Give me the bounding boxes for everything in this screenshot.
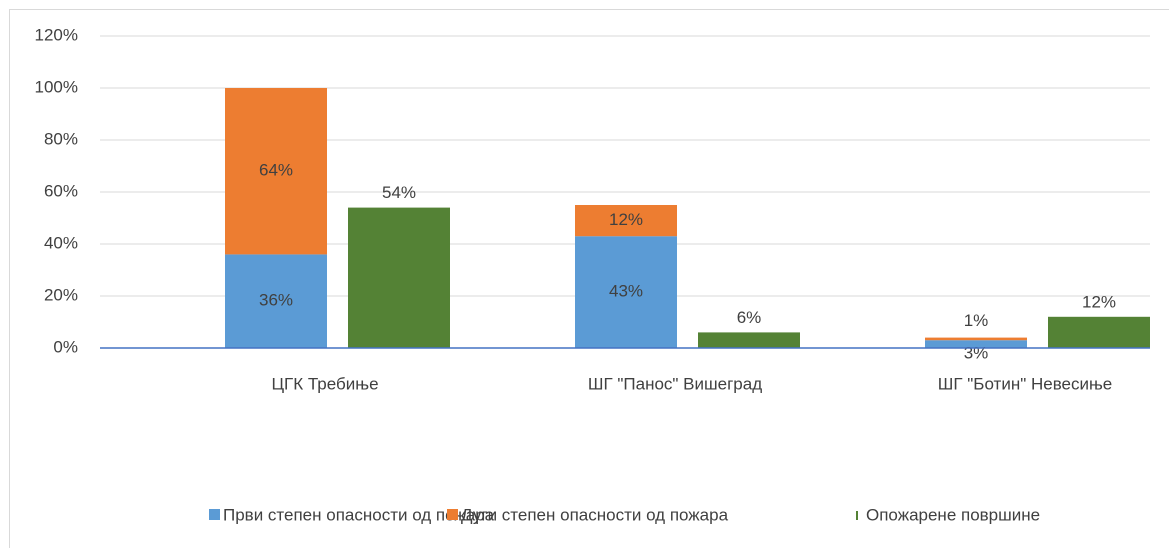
legend-swatch xyxy=(209,509,220,520)
data-label: 64% xyxy=(259,161,293,180)
data-label: 1% xyxy=(964,311,989,330)
legend-label: Дуги степен опасности од пожара xyxy=(461,505,729,524)
y-tick-label: 120% xyxy=(35,25,78,44)
bar xyxy=(575,236,677,348)
x-tick-label: ШГ "Ботин" Невесиње xyxy=(938,374,1113,393)
legend-swatch xyxy=(856,511,858,520)
bar xyxy=(925,337,1027,341)
data-label: 6% xyxy=(737,308,762,327)
data-label: 36% xyxy=(259,291,293,310)
bar xyxy=(575,205,677,237)
data-label: 12% xyxy=(1082,292,1116,311)
y-tick-label: 0% xyxy=(53,337,78,356)
data-label: 54% xyxy=(382,183,416,202)
bar xyxy=(225,88,327,255)
legend-swatch xyxy=(447,509,458,520)
x-tick-label: ШГ "Панос" Вишеград xyxy=(588,374,762,393)
bar xyxy=(225,254,327,348)
y-tick-label: 100% xyxy=(35,77,78,96)
data-label: 12% xyxy=(609,210,643,229)
legend-label: Први степен опасности од пожара xyxy=(223,505,495,524)
bar xyxy=(348,207,450,348)
y-tick-label: 40% xyxy=(44,233,78,252)
y-tick-label: 80% xyxy=(44,129,78,148)
y-tick-label: 60% xyxy=(44,181,78,200)
x-tick-label: ЦГК Требиње xyxy=(271,374,378,393)
chart-frame xyxy=(9,9,1169,548)
bar xyxy=(1048,316,1150,348)
bar xyxy=(698,332,800,348)
bar xyxy=(925,340,1027,348)
data-label: 43% xyxy=(609,282,643,301)
data-label: 3% xyxy=(964,343,989,362)
legend-label: Опожарене површине xyxy=(866,505,1040,524)
y-tick-label: 20% xyxy=(44,285,78,304)
